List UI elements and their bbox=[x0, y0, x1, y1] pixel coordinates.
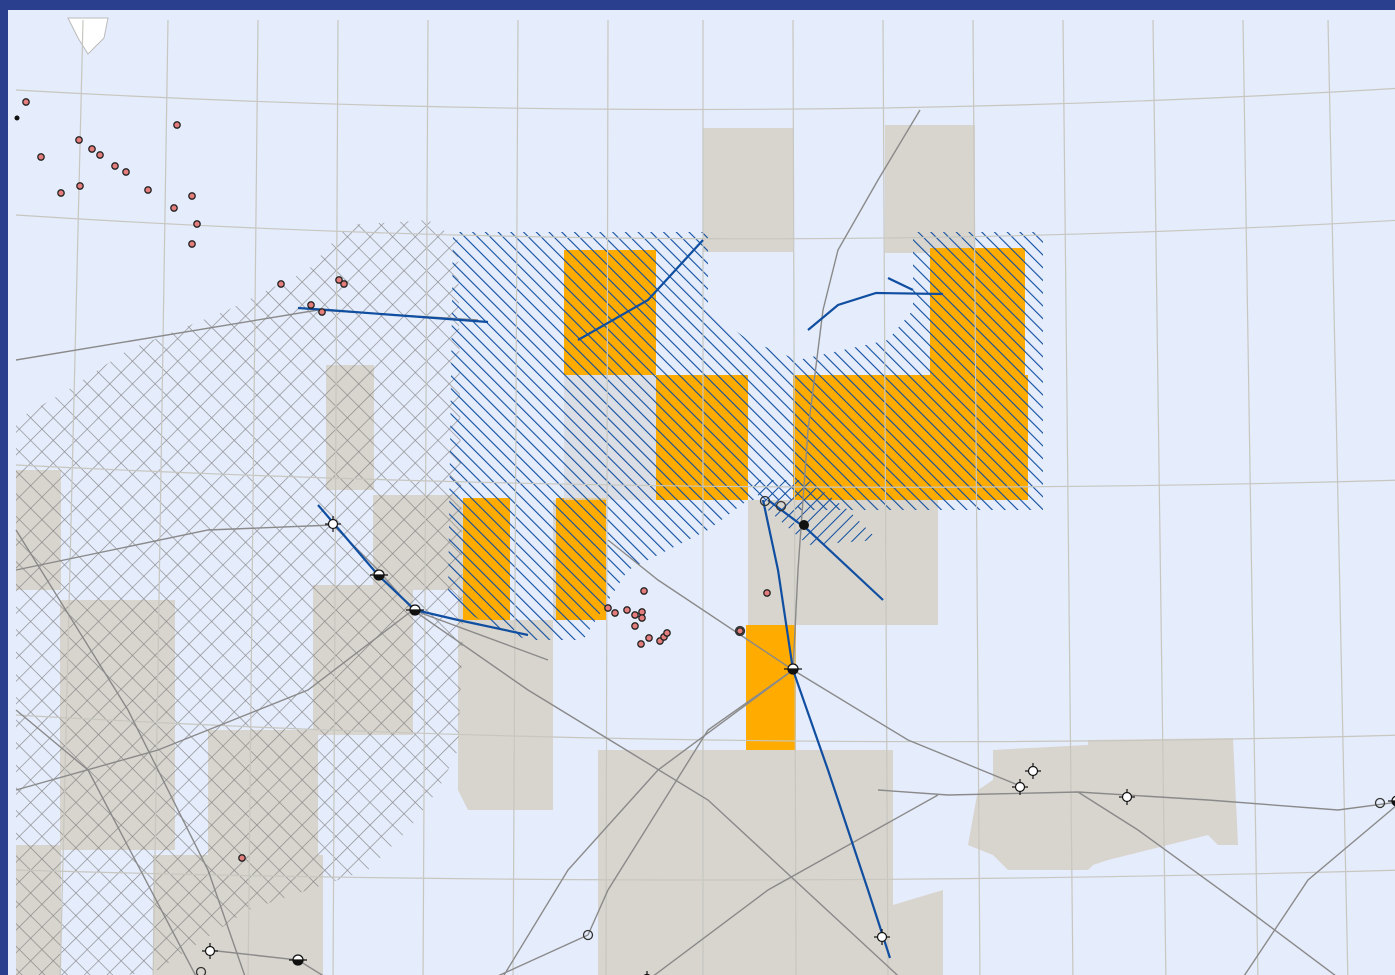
platform-icon bbox=[784, 663, 802, 675]
sun-symbol-icon bbox=[1119, 789, 1135, 805]
well-dot-icon bbox=[144, 186, 152, 194]
black-dots[interactable] bbox=[14, 115, 810, 975]
well-dot-icon bbox=[335, 276, 343, 284]
platform-icon bbox=[289, 954, 307, 966]
blue-hatch-area-west bbox=[448, 232, 798, 640]
well-dot-icon bbox=[238, 854, 246, 862]
well-dot-icon bbox=[340, 280, 348, 288]
well-dot-icon bbox=[623, 606, 631, 614]
sun-symbol-icon bbox=[1012, 779, 1028, 795]
sun-symbols[interactable] bbox=[202, 516, 1135, 975]
quadrant-grid bbox=[15, 19, 1395, 975]
platform-icon bbox=[406, 604, 424, 616]
map-canvas[interactable] bbox=[8, 10, 1395, 975]
open-circle-icon bbox=[734, 625, 746, 637]
well-dot-icon bbox=[188, 192, 196, 200]
well-dot-icon bbox=[277, 280, 285, 288]
open-circle-icon bbox=[1374, 797, 1386, 809]
well-dot-icon bbox=[631, 611, 639, 619]
sun-symbol-icon bbox=[202, 943, 218, 959]
well-dot-icon bbox=[637, 640, 645, 648]
well-dot-icon bbox=[645, 634, 653, 642]
platform-icon bbox=[370, 569, 388, 581]
well-dot-icon bbox=[663, 629, 671, 637]
sun-symbol-icon bbox=[325, 516, 341, 532]
open-circle-icon bbox=[195, 966, 207, 975]
well-dot-icon bbox=[22, 98, 30, 106]
open-circle-icon bbox=[775, 500, 787, 512]
well-dot-icon bbox=[604, 604, 612, 612]
well-dot-icon bbox=[193, 220, 201, 228]
well-dot-icon bbox=[111, 162, 119, 170]
platform-icon bbox=[1388, 795, 1395, 807]
well-dot-icon bbox=[76, 182, 84, 190]
open-circle-icon bbox=[759, 495, 771, 507]
blue-hatch-area-ridge bbox=[748, 480, 878, 545]
well-dot-icon bbox=[188, 240, 196, 248]
well-dot-icon bbox=[640, 587, 648, 595]
black-dot-icon bbox=[14, 115, 20, 121]
gray-crosshatch-area bbox=[16, 220, 463, 975]
ice-patch bbox=[67, 17, 109, 55]
well-dot-icon bbox=[611, 609, 619, 617]
open-circle-icon bbox=[582, 929, 594, 941]
blue-hatch-area-east bbox=[798, 232, 1043, 510]
well-dot-icon bbox=[75, 136, 83, 144]
well-dot-icon bbox=[173, 121, 181, 129]
open-circles[interactable] bbox=[195, 495, 1386, 975]
well-dot-icon bbox=[307, 301, 315, 309]
well-dot-icon bbox=[88, 145, 96, 153]
well-dot-icon bbox=[96, 151, 104, 159]
well-dot-icon bbox=[638, 614, 646, 622]
well-dot-icon bbox=[763, 589, 771, 597]
well-dot-icon bbox=[170, 204, 178, 212]
well-dot-icon bbox=[736, 627, 744, 635]
well-dot-icon bbox=[57, 189, 65, 197]
sun-symbol-icon bbox=[874, 929, 890, 945]
platforms[interactable] bbox=[289, 569, 1395, 966]
well-dot-icon bbox=[122, 168, 130, 176]
well-dot-icon bbox=[318, 308, 326, 316]
well-dot-icon bbox=[37, 153, 45, 161]
well-dots[interactable] bbox=[22, 98, 771, 862]
sun-symbol-icon bbox=[1025, 763, 1041, 779]
well-dot-icon bbox=[631, 622, 639, 630]
black-dot-icon bbox=[799, 520, 809, 530]
